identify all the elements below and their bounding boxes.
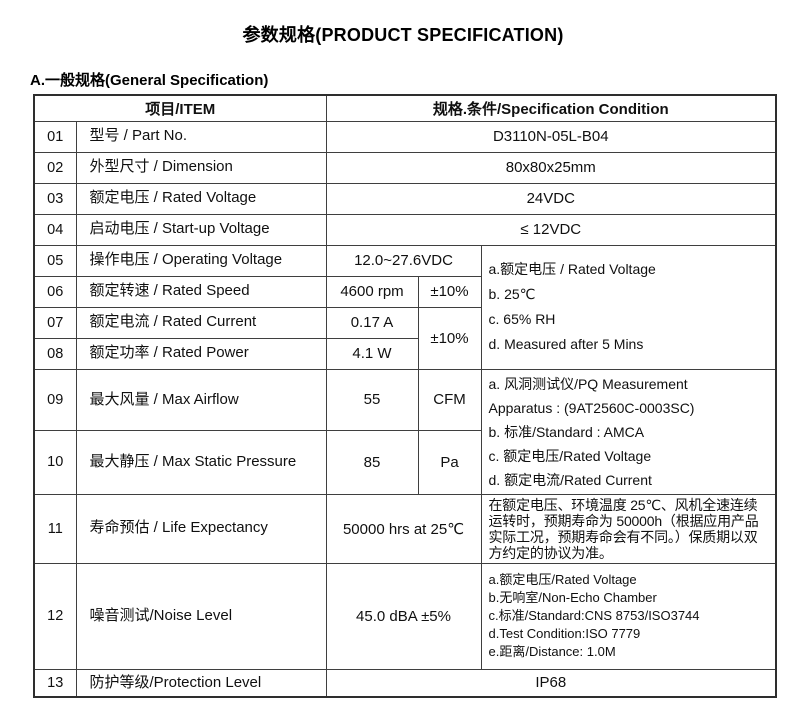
table-row-04: 04 启动电压 / Start-up Voltage ≤ 12VDC: [33, 213, 777, 246]
spec-value: 4.1 W: [325, 337, 419, 370]
condition-line: b. 25℃: [488, 286, 536, 302]
condition-line: c. 65% RH: [488, 311, 556, 327]
condition-line: d.Test Condition:ISO 7779: [488, 626, 641, 641]
table-row-11: 11 寿命预估 / Life Expectancy 50000 hrs at 2…: [33, 493, 777, 564]
row-number: 13: [33, 668, 77, 698]
spec-value: 85: [325, 430, 419, 495]
unit-value: CFM: [417, 368, 482, 432]
condition-line: b. 标准/Standard : AMCA: [488, 423, 645, 440]
tolerance-value: ±10%: [417, 275, 482, 308]
row-number: 11: [33, 493, 77, 564]
spec-value: IP68: [325, 668, 777, 698]
table-row-12: 12 噪音测试/Noise Level 45.0 dBA ±5% a.额定电压/…: [33, 562, 777, 670]
condition-line: a.额定电压 / Rated Voltage: [488, 261, 656, 277]
table-row-07: 07 额定电流 / Rated Current 0.17 A ±10%: [33, 306, 776, 370]
page-title: 参数规格(PRODUCT SPECIFICATION): [242, 25, 564, 45]
item-label: 启动电压 / Start-up Voltage: [75, 213, 327, 246]
table-row-09: 09 最大风量 / Max Airflow 55 CFM a. 风洞测试仪/PQ…: [33, 368, 777, 495]
table-row-01: 01 型号 / Part No. D3110N-05L-B04: [33, 120, 777, 153]
condition-line: d. Measured after 5 Mins: [488, 336, 644, 352]
item-label: 寿命预估 / Life Expectancy: [75, 493, 327, 564]
table-row-06: 06 额定转速 / Rated Speed 4600 rpm ±10%: [33, 275, 776, 308]
item-label: 型号 / Part No.: [75, 120, 327, 153]
table-row-05: 05 操作电压 / Operating Voltage 12.0~27.6VDC…: [33, 244, 777, 370]
row-number: 10: [33, 430, 77, 495]
condition-line: b.无响室/Non-Echo Chamber: [488, 590, 657, 605]
spec-value: 24VDC: [325, 182, 777, 215]
condition-line: e.距离/Distance: 1.0M: [488, 644, 616, 659]
section-heading: A.一般规格(General Specification): [30, 72, 269, 89]
condition-line: a. 风洞测试仪/PQ Measurement: [488, 375, 688, 392]
table-row-03: 03 额定电压 / Rated Voltage 24VDC: [33, 182, 777, 215]
spec-value: 55: [325, 368, 419, 432]
row-number: 08: [33, 337, 77, 370]
row-number: 07: [33, 306, 77, 339]
item-label: 额定转速 / Rated Speed: [75, 275, 327, 308]
spec-value: 4600 rpm: [325, 275, 419, 308]
item-label: 额定功率 / Rated Power: [75, 337, 327, 370]
item-label: 噪音测试/Noise Level: [75, 562, 327, 670]
item-label: 额定电流 / Rated Current: [75, 306, 327, 339]
row-number: 03: [33, 182, 77, 215]
spec-value: 0.17 A: [325, 306, 419, 339]
tolerance-value: ±10%: [417, 306, 482, 370]
spec-value: 80x80x25mm: [325, 151, 777, 184]
condition-note-row-11: 在额定电压、环境温度 25℃、风机全速连续运转时，预期寿命为 50000h（根据…: [480, 493, 777, 564]
condition-line: c. 额定电压/Rated Voltage: [488, 447, 652, 464]
table-header-row: 项目/ITEM 规格.条件/Specification Condition: [33, 94, 777, 122]
item-label: 操作电压 / Operating Voltage: [75, 244, 327, 277]
row-number: 12: [33, 562, 77, 670]
condition-note-rows-05-08: a.额定电压 / Rated Voltage b. 25℃ c. 65% RH …: [480, 244, 777, 370]
item-label: 防护等级/Protection Level: [75, 668, 327, 698]
spec-value: D3110N-05L-B04: [325, 120, 777, 153]
row-number: 02: [33, 151, 77, 184]
spec-value: 45.0 dBA ±5%: [325, 562, 482, 670]
spec-value: ≤ 12VDC: [325, 213, 777, 246]
unit-value: Pa: [417, 430, 482, 495]
table-row-08: 08 额定功率 / Rated Power 4.1 W: [33, 337, 776, 370]
condition-note-row-12: a.额定电压/Rated Voltage b.无响室/Non-Echo Cham…: [480, 562, 777, 670]
spec-table: 项目/ITEM 规格.条件/Specification Condition 01…: [33, 94, 778, 698]
table-row-10: 10 最大静压 / Max Static Pressure 85 Pa: [33, 430, 776, 495]
condition-line: Apparatus : (9AT2560C-0003SC): [488, 399, 695, 416]
item-label: 额定电压 / Rated Voltage: [75, 182, 327, 215]
item-label: 最大风量 / Max Airflow: [75, 368, 327, 432]
item-label: 最大静压 / Max Static Pressure: [75, 430, 327, 495]
condition-line: a.额定电压/Rated Voltage: [488, 572, 637, 587]
row-number: 01: [33, 120, 77, 153]
row-number: 06: [33, 275, 77, 308]
table-row-02: 02 外型尺寸 / Dimension 80x80x25mm: [33, 151, 777, 184]
row-number: 04: [33, 213, 77, 246]
row-number: 05: [33, 244, 77, 277]
table-row-13: 13 防护等级/Protection Level IP68: [33, 668, 777, 698]
header-spec-column: 规格.条件/Specification Condition: [325, 94, 777, 122]
spec-value: 12.0~27.6VDC: [325, 244, 482, 277]
condition-line: d. 额定电流/Rated Current: [488, 471, 652, 488]
condition-note-rows-09-10: a. 风洞测试仪/PQ Measurement Apparatus : (9AT…: [480, 368, 777, 495]
item-label: 外型尺寸 / Dimension: [75, 151, 327, 184]
spec-value: 50000 hrs at 25℃: [325, 493, 482, 564]
condition-line: c.标准/Standard:CNS 8753/ISO3744: [488, 608, 700, 623]
header-item-column: 项目/ITEM: [33, 94, 327, 122]
row-number: 09: [33, 368, 77, 432]
